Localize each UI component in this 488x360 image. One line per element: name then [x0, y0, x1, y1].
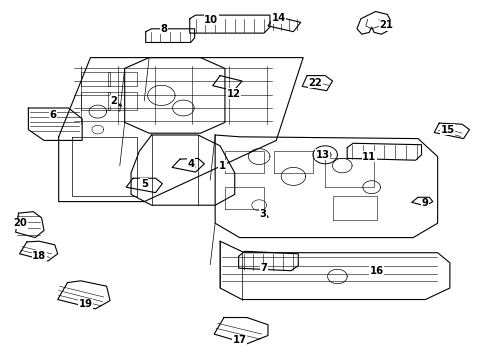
Text: 17: 17	[232, 335, 246, 345]
Text: 11: 11	[361, 152, 376, 162]
Text: 2: 2	[110, 96, 117, 106]
Text: 21: 21	[379, 20, 392, 30]
Text: 9: 9	[421, 198, 428, 208]
Text: 15: 15	[440, 125, 453, 135]
Text: 5: 5	[141, 179, 147, 189]
Text: 6: 6	[49, 110, 56, 120]
Text: 13: 13	[315, 150, 329, 160]
Text: 16: 16	[369, 266, 383, 276]
Text: 20: 20	[14, 218, 27, 228]
Text: 18: 18	[32, 251, 46, 261]
Text: 12: 12	[226, 89, 240, 99]
Text: 19: 19	[79, 299, 92, 309]
Text: 10: 10	[204, 15, 218, 25]
Text: 7: 7	[260, 263, 267, 273]
Text: 8: 8	[160, 24, 167, 34]
Text: 3: 3	[259, 209, 266, 219]
Text: 22: 22	[308, 78, 322, 88]
Text: 4: 4	[187, 159, 194, 169]
Text: 1: 1	[219, 161, 225, 171]
Text: 14: 14	[271, 13, 285, 23]
